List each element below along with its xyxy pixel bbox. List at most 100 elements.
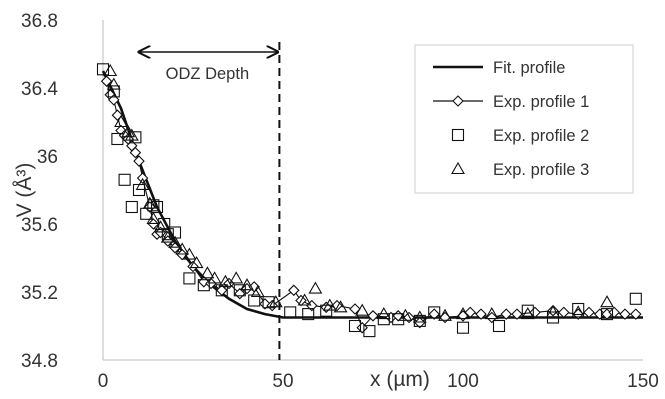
y-tick-label: 36 — [37, 147, 58, 168]
data-point — [520, 306, 535, 320]
data-point — [182, 247, 197, 260]
data-point — [129, 131, 142, 144]
data-point — [125, 200, 138, 214]
data-point — [187, 260, 199, 273]
data-point — [146, 211, 161, 224]
data-point — [511, 308, 523, 320]
data-point — [456, 306, 470, 320]
x-tick-label: 50 — [272, 371, 293, 392]
data-point — [333, 300, 348, 313]
data-point — [124, 128, 139, 141]
data-point — [189, 255, 204, 269]
data-point — [215, 284, 228, 297]
data-point — [348, 319, 362, 333]
data-point — [142, 196, 157, 209]
x-tick-label: 0 — [98, 371, 109, 392]
data-point — [571, 305, 586, 318]
tick-labels: 36.8 36.4 36 35.6 35.2 34.8 0 50 100 150 — [21, 11, 659, 392]
data-point — [284, 306, 297, 319]
data-point — [175, 242, 190, 255]
data-point — [464, 306, 476, 319]
data-point — [302, 308, 315, 321]
fit-line — [101, 70, 643, 319]
data-point — [133, 155, 145, 167]
data-point — [205, 277, 217, 290]
data-point — [546, 311, 560, 324]
data-point — [106, 77, 121, 90]
data-point — [547, 304, 559, 317]
data-point — [619, 308, 631, 320]
series-3 — [96, 63, 642, 338]
data-point — [367, 310, 379, 322]
data-point — [398, 308, 413, 321]
data-point — [600, 295, 614, 308]
data-point — [322, 298, 337, 311]
data-point — [197, 279, 210, 292]
data-point — [492, 319, 506, 333]
data-point — [600, 308, 614, 321]
data-point — [147, 199, 160, 212]
legend-swatch-marker — [451, 161, 465, 175]
data-point — [297, 293, 312, 306]
legend-item: Exp. profile 1 — [433, 93, 589, 111]
data-point — [629, 292, 642, 305]
series-1 — [101, 70, 643, 319]
y-tick-label: 36.4 — [21, 79, 58, 100]
data-point — [111, 132, 124, 146]
data-point — [168, 235, 182, 248]
data-point — [414, 316, 426, 329]
data-point — [161, 228, 174, 241]
data-point — [103, 63, 118, 77]
data-point — [412, 310, 427, 323]
legend-box — [414, 44, 634, 194]
legend-swatch-marker — [452, 95, 464, 107]
data-point — [268, 295, 283, 308]
y-tick-label: 35.6 — [21, 215, 58, 236]
data-point — [608, 306, 620, 319]
data-point — [320, 301, 332, 314]
data-point — [456, 321, 470, 334]
data-point — [169, 242, 181, 254]
legend-item: Fit. profile — [433, 59, 565, 77]
y-tick-label: 34.8 — [21, 351, 58, 372]
legend-label: Fit. profile — [493, 59, 565, 77]
series-line — [106, 81, 636, 329]
data-point — [428, 306, 441, 319]
legend-swatch-marker — [451, 128, 465, 142]
data-point — [262, 296, 275, 309]
data-point — [129, 146, 142, 159]
data-point — [100, 75, 113, 87]
data-point — [403, 311, 415, 324]
legend-item: Exp. profile 3 — [451, 161, 589, 179]
legend: Fit. profile Exp. profile 1 Exp. profile 2… — [414, 44, 634, 194]
data-point — [200, 266, 215, 279]
data-point — [376, 306, 391, 320]
data-point — [308, 281, 323, 294]
legend-label: Exp. profile 3 — [493, 161, 589, 179]
data-point — [377, 313, 390, 326]
data-point — [107, 85, 120, 98]
data-point — [521, 304, 534, 317]
data-point — [207, 271, 222, 284]
data-point — [288, 284, 300, 297]
y-tick-label: 35.2 — [21, 283, 58, 304]
data-point — [229, 271, 244, 284]
data-point — [135, 177, 150, 190]
x-axis-label: x (µm) — [370, 368, 430, 391]
data-point — [250, 284, 265, 298]
data-point — [153, 220, 168, 233]
data-point — [500, 308, 512, 320]
data-point — [183, 272, 196, 285]
data-point — [475, 308, 487, 320]
series-4 — [103, 63, 614, 323]
data-point — [168, 226, 182, 239]
data-point — [240, 278, 254, 291]
data-point — [529, 306, 541, 319]
odz-depth-label: ODZ Depth — [166, 65, 249, 83]
data-point — [96, 63, 110, 76]
data-point — [558, 306, 570, 319]
y-axis-label: V (Å³) — [13, 163, 36, 218]
data-point — [160, 230, 175, 243]
data-point — [144, 201, 156, 213]
